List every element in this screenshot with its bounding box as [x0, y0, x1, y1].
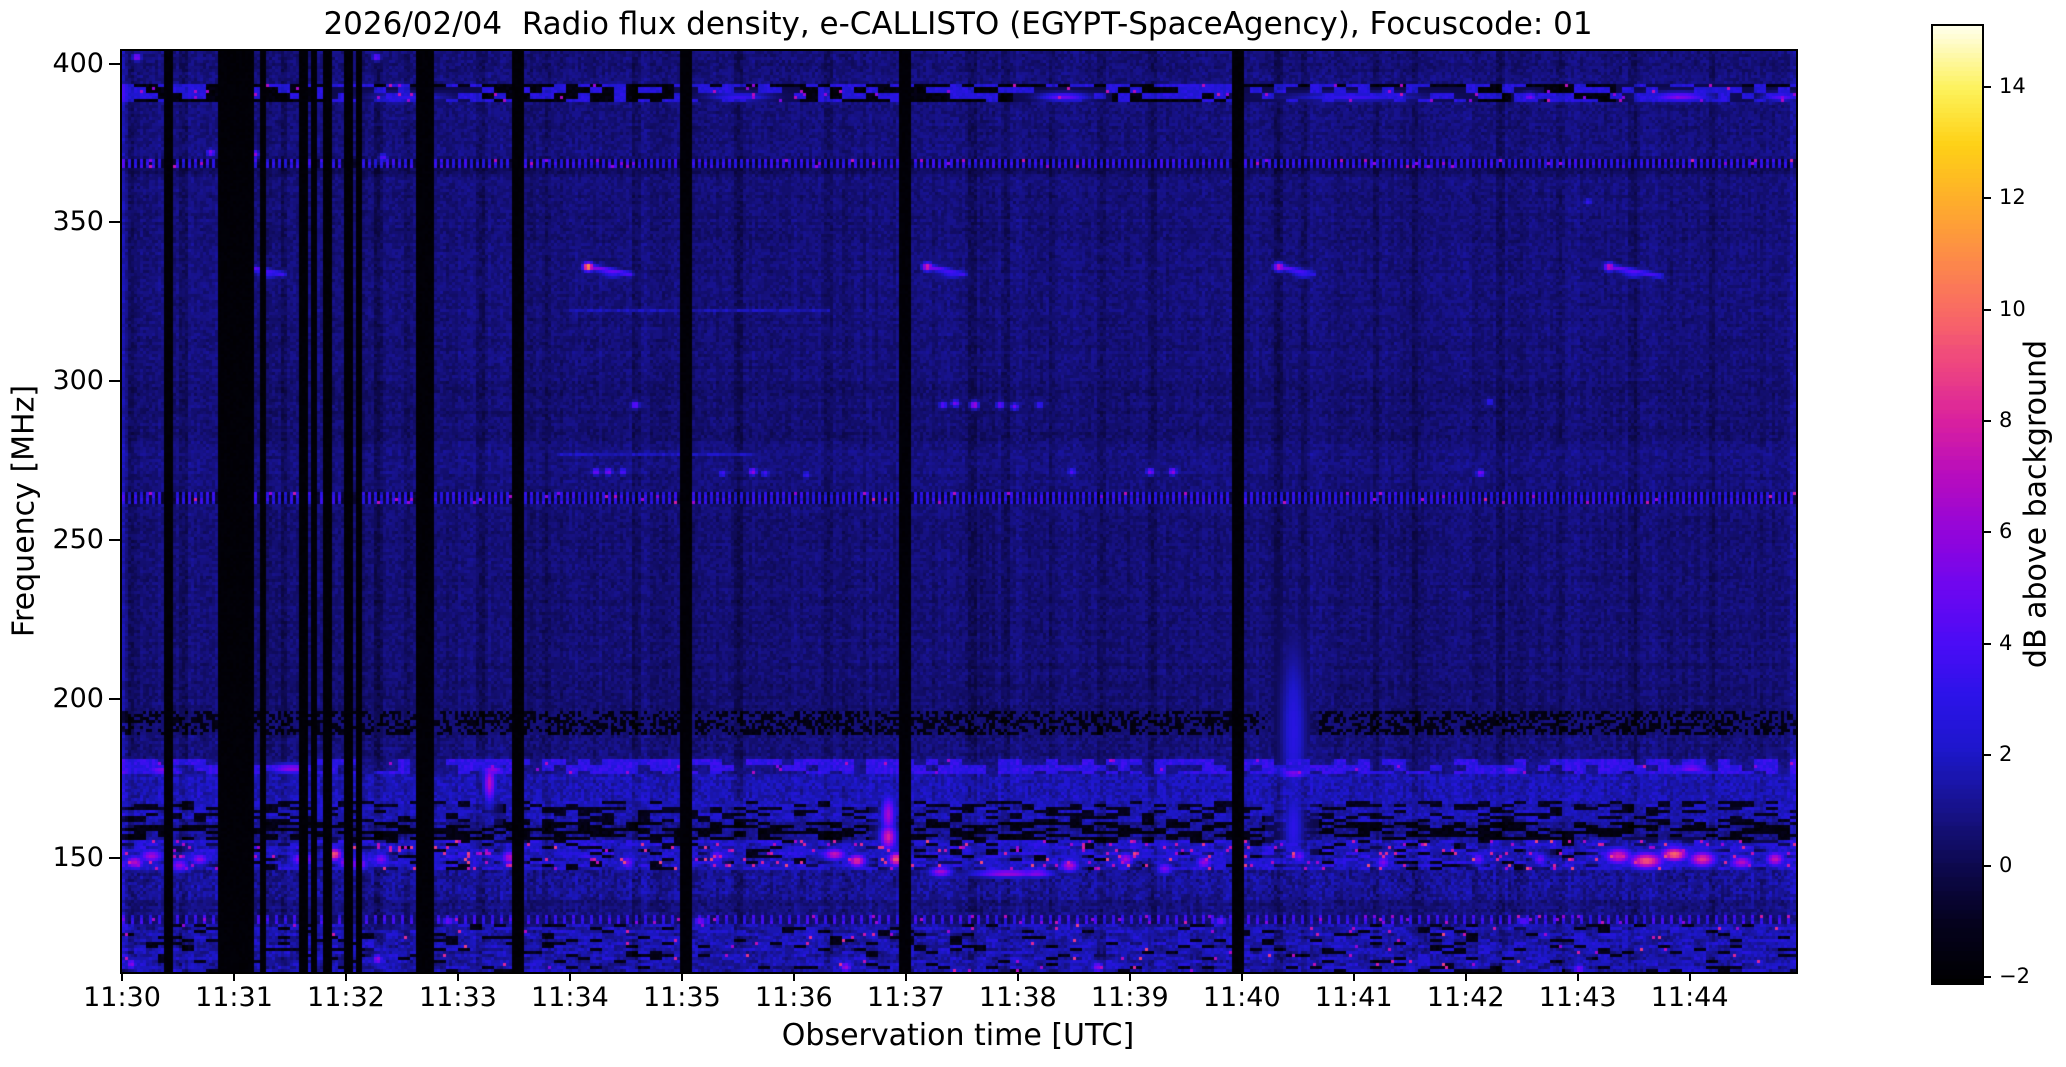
x-tick-mark — [1240, 972, 1243, 981]
colorbar-label: dB above background — [2018, 339, 2054, 669]
x-tick-label: 11:32 — [307, 982, 385, 1013]
colorbar-tick-mark — [1982, 197, 1991, 200]
spectrogram-canvas — [122, 51, 1796, 972]
y-tick-label: 200 — [52, 682, 104, 714]
colorbar-tick-label: 14 — [1999, 74, 2026, 99]
x-tick-mark — [1576, 972, 1579, 981]
y-axis-label: Frequency [MHz] — [6, 384, 42, 638]
colorbar-tick-label: 4 — [1999, 630, 2013, 655]
x-tick-mark — [1688, 972, 1691, 981]
y-tick-mark — [109, 539, 120, 542]
colorbar-tick-mark — [1982, 642, 1991, 645]
colorbar-tick-mark — [1982, 86, 1991, 89]
plot-border — [120, 49, 1798, 974]
x-tick-label: 11:35 — [642, 982, 721, 1013]
x-tick-label: 11:37 — [866, 982, 945, 1013]
x-tick-label: 11:39 — [1090, 982, 1169, 1013]
x-tick-mark — [121, 972, 123, 981]
x-tick-label: 11:41 — [1314, 982, 1393, 1013]
x-tick-mark — [232, 972, 235, 981]
x-tick-label: 11:40 — [1202, 982, 1281, 1013]
x-tick-label: 11:36 — [754, 982, 833, 1013]
colorbar-tick-mark — [1982, 420, 1991, 423]
x-tick-mark — [1016, 972, 1019, 981]
x-tick-label: 11:44 — [1650, 982, 1729, 1013]
colorbar-tick-label: −2 — [1999, 964, 2030, 989]
x-tick-mark — [792, 972, 795, 981]
x-axis-label: Observation time [UTC] — [781, 1018, 1135, 1053]
colorbar-tick-label: 10 — [1999, 296, 2026, 321]
colorbar-border — [1931, 24, 1984, 985]
colorbar-tick-label: 6 — [1999, 519, 2013, 544]
y-tick-label: 150 — [52, 841, 104, 873]
x-tick-mark — [1128, 972, 1131, 981]
x-tick-label: 11:38 — [978, 982, 1057, 1013]
x-tick-mark — [456, 972, 459, 981]
x-tick-label: 11:43 — [1538, 982, 1617, 1013]
colorbar-canvas — [1933, 26, 1982, 983]
y-tick-mark — [109, 856, 120, 859]
y-tick-mark — [109, 697, 120, 700]
colorbar-tick-mark — [1982, 308, 1991, 311]
colorbar-tick-label: 2 — [1999, 741, 2013, 766]
x-tick-label: 11:30 — [83, 982, 161, 1013]
x-tick-mark — [904, 972, 907, 981]
colorbar-tick-mark — [1982, 531, 1991, 534]
x-tick-mark — [1464, 972, 1467, 981]
plot-title: 2026/02/04 Radio flux density, e-CALLIST… — [323, 6, 1593, 42]
x-tick-label: 11:33 — [419, 982, 497, 1013]
colorbar-tick-mark — [1982, 976, 1991, 979]
x-tick-label: 11:31 — [195, 982, 273, 1013]
y-tick-label: 400 — [52, 47, 104, 79]
colorbar-tick-mark — [1982, 865, 1991, 868]
colorbar-tick-label: 0 — [1999, 853, 2013, 878]
x-tick-mark — [568, 972, 571, 981]
x-tick-mark — [344, 972, 347, 981]
colorbar-tick-mark — [1982, 753, 1991, 756]
y-tick-label: 350 — [52, 206, 104, 238]
y-tick-mark — [109, 221, 120, 224]
y-tick-label: 300 — [52, 365, 104, 397]
y-tick-mark — [109, 62, 120, 65]
colorbar-tick-label: 12 — [1999, 185, 2026, 210]
y-tick-mark — [109, 380, 120, 383]
y-tick-label: 250 — [52, 524, 104, 556]
x-tick-label: 11:34 — [530, 982, 609, 1013]
x-tick-label: 11:42 — [1426, 982, 1505, 1013]
x-tick-mark — [1352, 972, 1355, 981]
colorbar-tick-label: 8 — [1999, 408, 2013, 433]
x-tick-mark — [680, 972, 683, 981]
